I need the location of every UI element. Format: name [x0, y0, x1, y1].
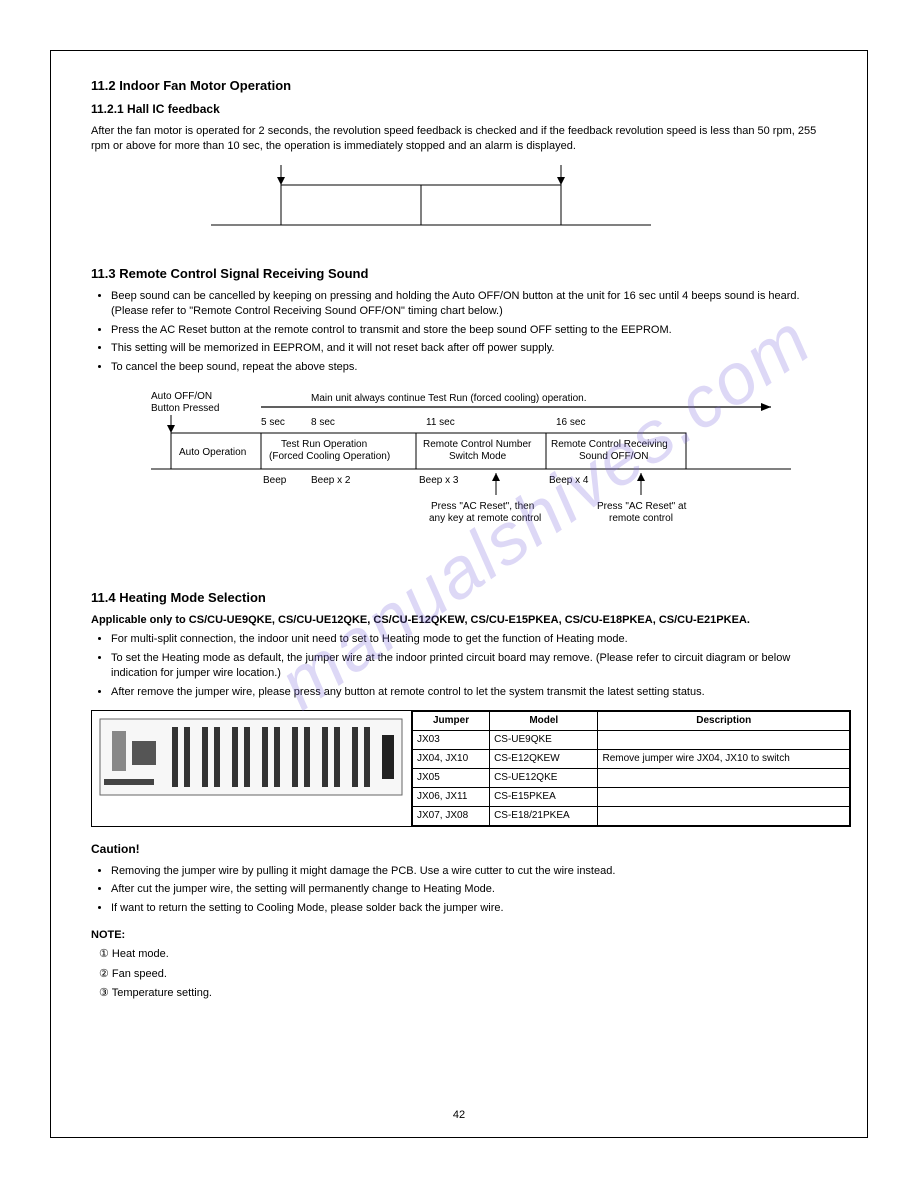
time-label: 8 sec	[311, 417, 335, 428]
cell-label: Remote Control Receiving	[551, 439, 668, 450]
list-item: Removing the jumper wire by pulling it m…	[111, 864, 827, 879]
note-list: ① Heat mode. ② Fan speed. ③ Temperature …	[99, 947, 827, 1001]
pcb-board-svg	[92, 711, 410, 803]
diagram-1-svg	[211, 165, 651, 245]
pcb-table-container: Jumper Model Description JX03 CS-UE9QKE …	[91, 710, 851, 827]
cell-label: Remote Control Number	[423, 439, 532, 450]
cell-label: Test Run Operation	[281, 439, 367, 450]
diagram-label: Auto OFF/ON	[151, 391, 212, 402]
section-subheading: Applicable only to CS/CU-UE9QKE, CS/CU-U…	[91, 613, 827, 628]
cell-label: Sound OFF/ON	[579, 451, 648, 462]
note-label: remote control	[609, 513, 673, 524]
list-item: For multi-split connection, the indoor u…	[111, 632, 827, 647]
list-item: Press the AC Reset button at the remote …	[111, 323, 827, 338]
section-heading: 11.3 Remote Control Signal Receiving Sou…	[91, 265, 827, 283]
note-label: Press "AC Reset" at	[597, 501, 687, 512]
note-item: ① Heat mode.	[99, 947, 827, 962]
beep-label: Beep x 2	[311, 475, 351, 486]
page-content: 11.2 Indoor Fan Motor Operation 11.2.1 H…	[51, 51, 867, 1026]
note-label: any key at remote control	[429, 513, 541, 524]
document-page: manualshives.com 11.2 Indoor Fan Motor O…	[50, 50, 868, 1138]
note-item: ③ Temperature setting.	[99, 986, 827, 1001]
cell-label: (Forced Cooling Operation)	[269, 451, 390, 462]
pcb-data-table: Jumper Model Description JX03 CS-UE9QKE …	[412, 711, 850, 826]
table-cell: Remove jumper wire JX04, JX10 to switch	[598, 750, 850, 769]
pcb-image-cell	[92, 711, 412, 826]
page-number: 42	[51, 1109, 867, 1121]
table-row: JX04, JX10 CS-E12QKEW Remove jumper wire…	[413, 750, 850, 769]
list-item: Beep sound can be cancelled by keeping o…	[111, 289, 827, 320]
diagram-2: Auto OFF/ON Button Pressed Main unit alw…	[151, 389, 827, 549]
caution-heading: Caution!	[91, 841, 827, 858]
table-cell	[598, 807, 850, 826]
beep-label: Beep	[263, 475, 287, 486]
list-item: If want to return the setting to Cooling…	[111, 901, 827, 916]
cell-label: Switch Mode	[449, 451, 507, 462]
bullet-list: Removing the jumper wire by pulling it m…	[111, 864, 827, 916]
section-subheading: 11.2.1 Hall IC feedback	[91, 101, 827, 118]
table-cell	[598, 731, 850, 750]
time-label: 16 sec	[556, 417, 585, 428]
table-cell: JX06, JX11	[413, 788, 490, 807]
diagram-2-svg: Auto OFF/ON Button Pressed Main unit alw…	[151, 389, 791, 549]
table-cell: CS-E12QKEW	[490, 750, 598, 769]
table-cell: JX03	[413, 731, 490, 750]
table-header: Description	[598, 712, 850, 731]
note-label: Press "AC Reset", then	[431, 501, 534, 512]
table-row: JX05 CS-UE12QKE	[413, 769, 850, 788]
table-cell: JX04, JX10	[413, 750, 490, 769]
table-header: Jumper	[413, 712, 490, 731]
table-cell	[598, 769, 850, 788]
note-item: ② Fan speed.	[99, 967, 827, 982]
diagram-1	[211, 165, 827, 245]
list-item: To cancel the beep sound, repeat the abo…	[111, 360, 827, 375]
bullet-list: Beep sound can be cancelled by keeping o…	[111, 289, 827, 375]
table-row: JX06, JX11 CS-E15PKEA	[413, 788, 850, 807]
table-cell: JX07, JX08	[413, 807, 490, 826]
diagram-top-label: Main unit always continue Test Run (forc…	[311, 393, 587, 404]
section-heading: 11.4 Heating Mode Selection	[91, 589, 827, 607]
beep-label: Beep x 3	[419, 475, 459, 486]
diagram-label: Button Pressed	[151, 403, 219, 414]
table-cell: CS-UE9QKE	[490, 731, 598, 750]
list-item: After remove the jumper wire, please pre…	[111, 685, 827, 700]
list-item: This setting will be memorized in EEPROM…	[111, 341, 827, 356]
time-label: 5 sec	[261, 417, 285, 428]
table-cell	[598, 788, 850, 807]
table-cell: JX05	[413, 769, 490, 788]
table-row: JX03 CS-UE9QKE	[413, 731, 850, 750]
table-header: Model	[490, 712, 598, 731]
cell-label: Auto Operation	[179, 447, 246, 458]
list-item: After cut the jumper wire, the setting w…	[111, 882, 827, 897]
section-heading: 11.2 Indoor Fan Motor Operation	[91, 77, 827, 95]
table-cell: CS-E18/21PKEA	[490, 807, 598, 826]
list-item: To set the Heating mode as default, the …	[111, 651, 827, 682]
table-row: Jumper Model Description	[413, 712, 850, 731]
table-cell: CS-E15PKEA	[490, 788, 598, 807]
note-heading: NOTE:	[91, 928, 827, 943]
table-row: JX07, JX08 CS-E18/21PKEA	[413, 807, 850, 826]
time-label: 11 sec	[426, 417, 455, 428]
bullet-list: For multi-split connection, the indoor u…	[111, 632, 827, 700]
pcb-table: Jumper Model Description JX03 CS-UE9QKE …	[412, 711, 850, 826]
table-cell: CS-UE12QKE	[490, 769, 598, 788]
paragraph: After the fan motor is operated for 2 se…	[91, 124, 827, 155]
beep-label: Beep x 4	[549, 475, 589, 486]
